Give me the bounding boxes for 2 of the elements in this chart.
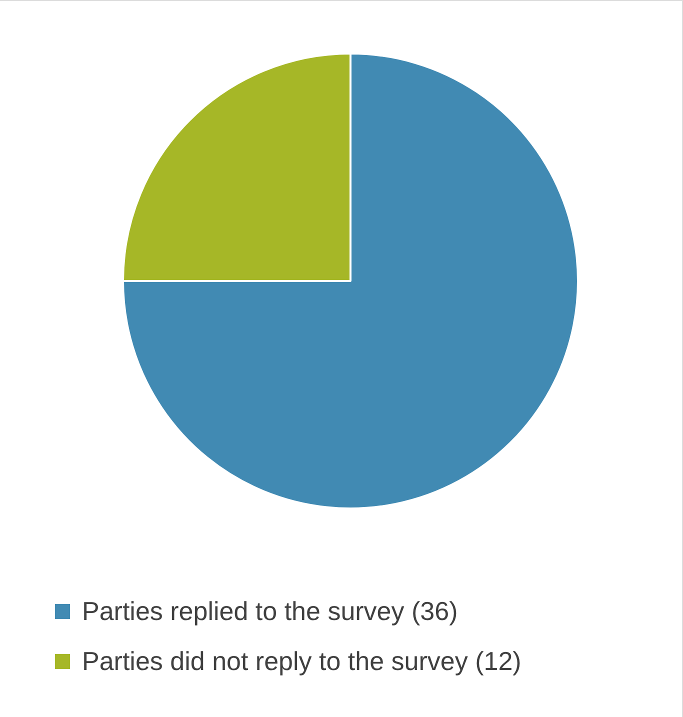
legend-label: Parties did not reply to the survey (12) [82,646,522,676]
legend-label: Parties replied to the survey (36) [82,596,458,626]
